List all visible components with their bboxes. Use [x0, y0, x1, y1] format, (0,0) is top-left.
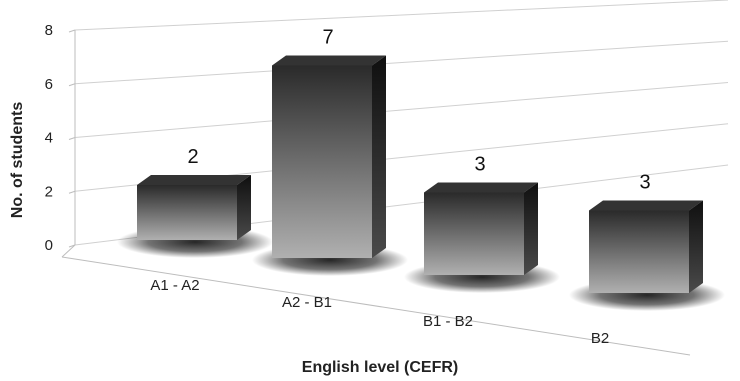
x-tick-label: A2 - B1 [282, 294, 332, 311]
bar-top [272, 55, 386, 66]
data-label: 2 [187, 146, 198, 168]
y-tick [68, 83, 76, 87]
data-label: 7 [322, 27, 333, 49]
data-label: 3 [639, 172, 650, 194]
bar [137, 185, 237, 240]
bar-top [424, 182, 538, 193]
y-tick-label: 0 [45, 237, 53, 254]
bars [137, 55, 703, 293]
x-tick-label: A1 - A2 [150, 277, 199, 294]
gridline [74, 82, 729, 138]
bar-side [524, 182, 538, 275]
x-axis-line [61, 256, 691, 356]
bar-top [137, 175, 251, 185]
bar-side [689, 200, 703, 293]
bar [272, 65, 372, 258]
x-axis-title: English level (CEFR) [302, 359, 458, 376]
gridline [74, 40, 729, 85]
bar-side [372, 55, 386, 258]
axes [61, 29, 691, 356]
data-label: 3 [474, 154, 485, 176]
y-tick-label: 8 [45, 22, 53, 39]
y-axis-title: No. of students [9, 102, 26, 219]
bar-side [237, 175, 251, 240]
y-tick [68, 137, 76, 140]
y-tick-label: 4 [45, 130, 53, 147]
bar [589, 210, 689, 293]
bar [424, 192, 524, 275]
x-tick-label: B2 [591, 330, 609, 347]
gridline [74, 0, 729, 31]
y-tick [68, 29, 76, 33]
y-tick [68, 190, 76, 194]
y-tick-label: 2 [45, 183, 53, 200]
bar-top [589, 200, 703, 211]
x-tick-label: B1 - B2 [423, 313, 473, 330]
floor-left-edge [61, 244, 76, 258]
y-tick-label: 6 [45, 76, 53, 93]
labels: 0 2 4 6 8 2 A1 - A2 7 A2 - B1 3 B1 - B2 3 B2 [45, 22, 651, 347]
